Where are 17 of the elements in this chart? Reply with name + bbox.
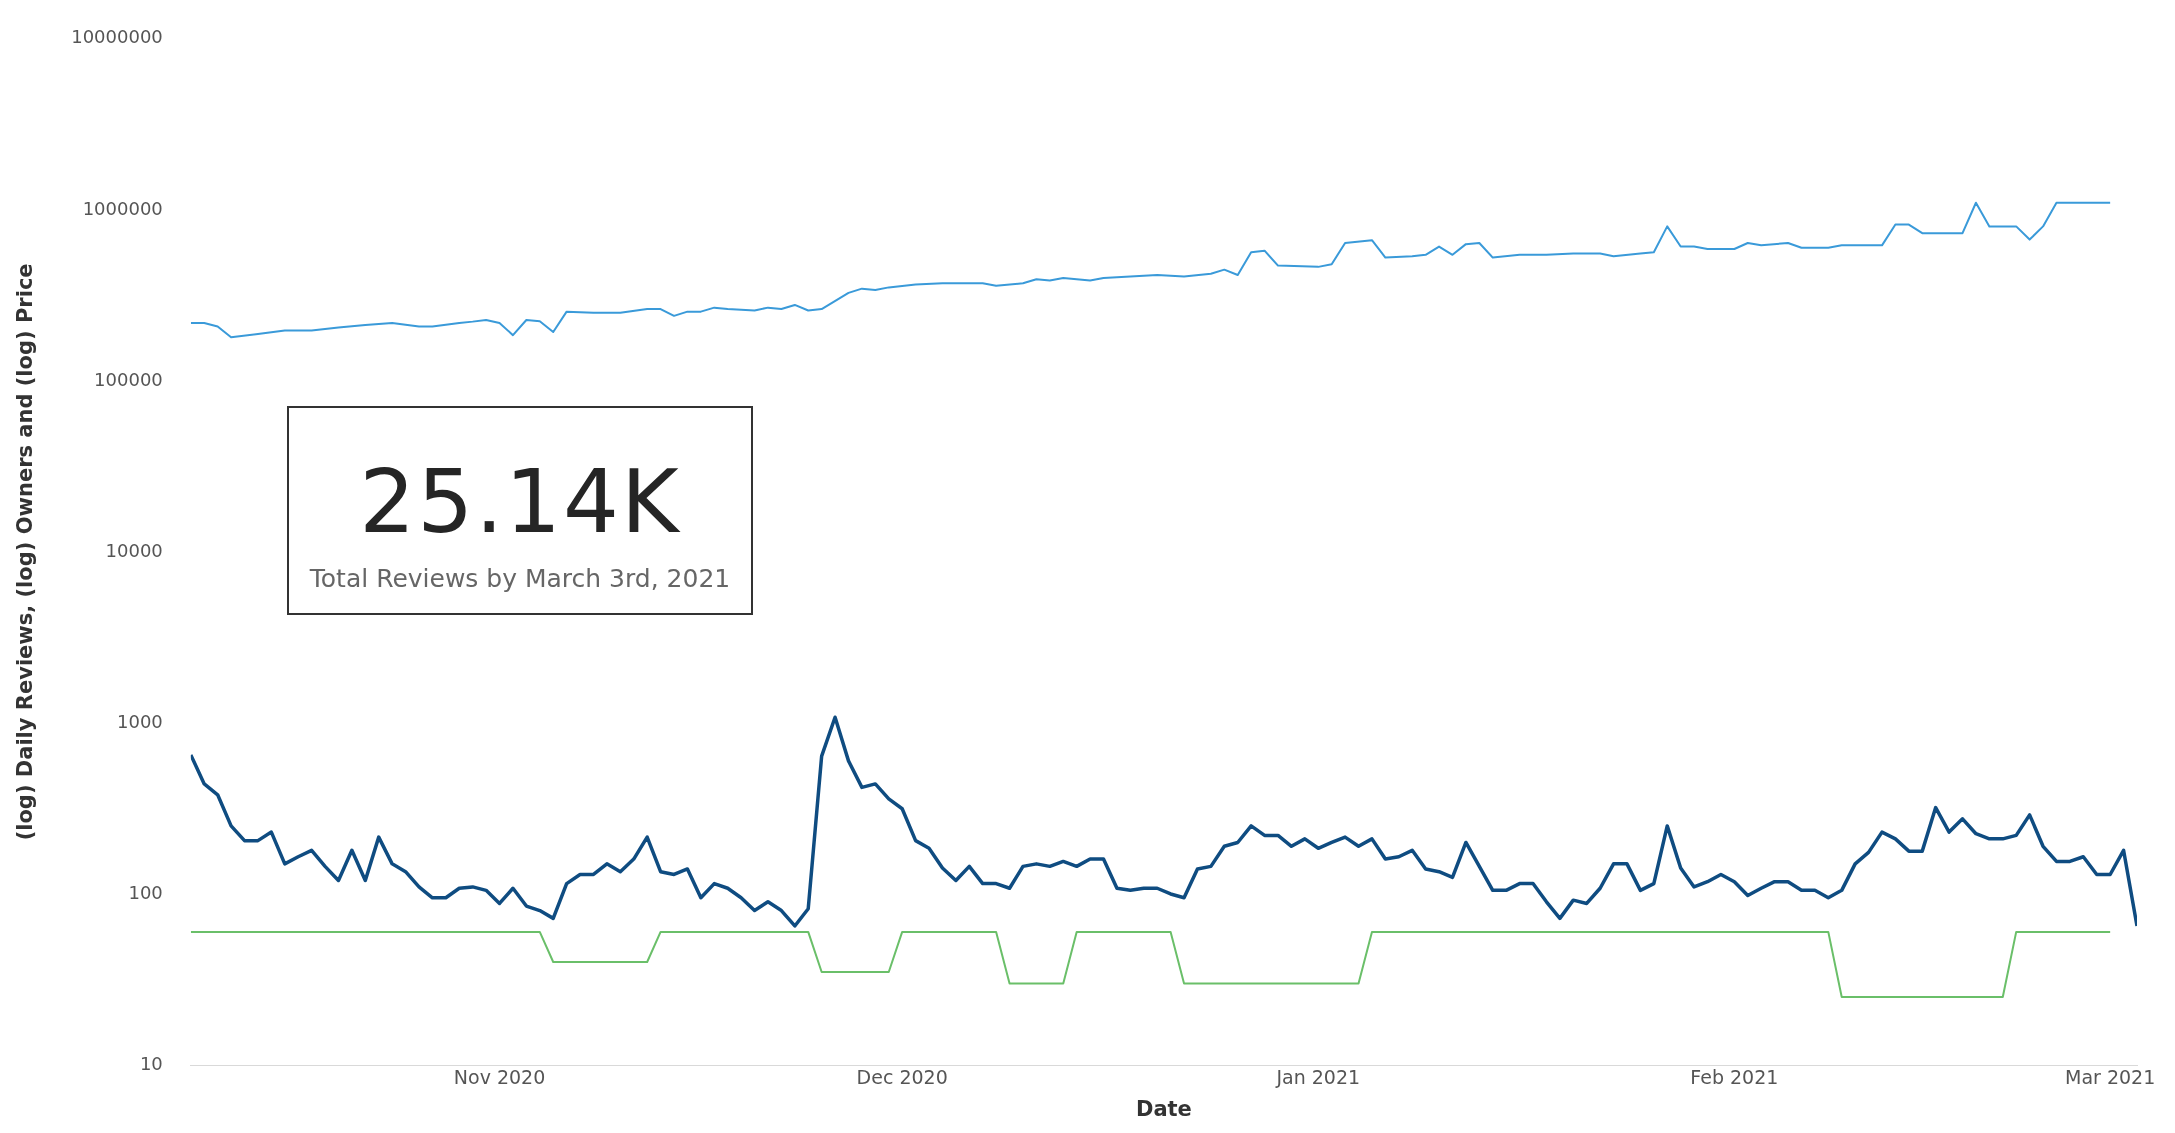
annotation: Total Reviews by March 3rd, 2021 (308, 564, 732, 593)
x-tick-label: Mar 2021 (2065, 1066, 2156, 1089)
annotation: 25.14K (358, 450, 682, 553)
y-tick-label: 10 (139, 1052, 163, 1074)
x-tick-label: Feb 2021 (1690, 1066, 1779, 1089)
y-tick-label: 10000 (105, 539, 163, 561)
y-axis-title: (log) Daily Reviews, (log) Owners and (log) Price (13, 263, 38, 841)
y-tick-label: 1000000 (82, 197, 163, 219)
y-tick-label: 100000 (94, 368, 163, 390)
x-axis-title: Date (1135, 1096, 1192, 1121)
x-tick-label: Nov 2020 (453, 1066, 546, 1089)
x-tick-label: Dec 2020 (856, 1066, 948, 1089)
summary-card: 25.14K Total Reviews by March 3rd, 2021 (287, 406, 753, 615)
y-tick-label: 100 (128, 881, 163, 903)
x-tick-label: Jan 2021 (1275, 1066, 1361, 1089)
y-tick-label: 1000 (117, 710, 163, 732)
y-tick-label: 10000000 (71, 26, 163, 48)
